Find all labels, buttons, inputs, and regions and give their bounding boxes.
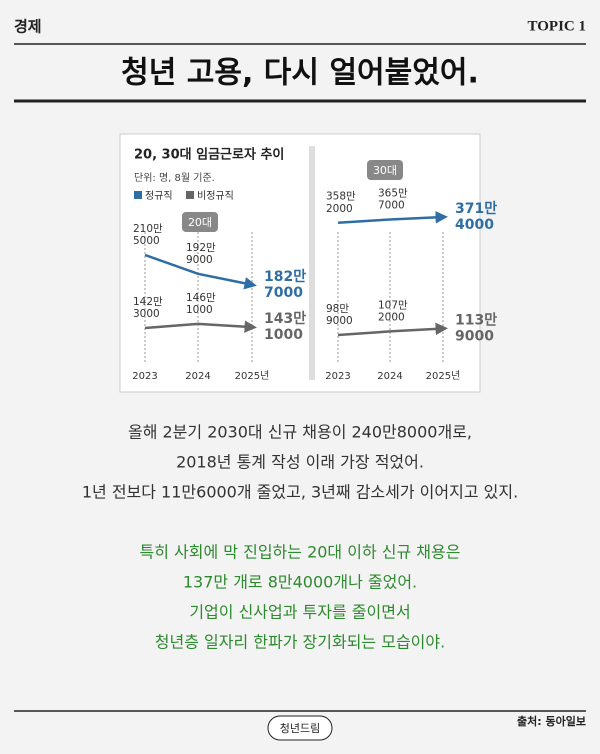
source: 출처: 동아일보	[517, 714, 586, 728]
panel-title: 30대	[373, 164, 397, 177]
value-label: 142만 3000	[133, 296, 163, 320]
legend-swatch	[186, 191, 194, 199]
highlight-text: 기업이 신사업과 투자를 줄이면서	[189, 603, 410, 622]
legend-label: 비정규직	[197, 190, 234, 202]
title: 청년 고용, 다시 얼어붙었어.	[121, 56, 479, 91]
x-tick-label: 2023	[325, 371, 350, 382]
value-label: 371만 4000	[455, 201, 497, 233]
value-label: 210만 5000	[133, 223, 163, 247]
chart-title: 20, 30대 임금근로자 추이	[134, 147, 284, 163]
x-tick-label: 2025년	[426, 370, 461, 382]
x-tick-label: 2025년	[235, 370, 270, 382]
highlight-text: 특히 사회에 막 진입하는 20대 이하 신규 채용은	[140, 543, 461, 562]
body-text: 1년 전보다 11만6000개 줄었고, 3년째 감소세가 이어지고 있지.	[82, 483, 518, 502]
series-line	[337, 322, 448, 337]
x-tick-label: 2023	[132, 371, 157, 382]
value-label: 182만 7000	[264, 269, 306, 301]
legend-label: 정규직	[145, 190, 173, 202]
highlight-text: 137만 개로 8만4000개나 줄었어.	[183, 573, 417, 592]
chart-box	[119, 133, 481, 393]
chart-unit: 단위: 명, 8월 기준.	[134, 171, 215, 184]
body-text: 올해 2분기 2030대 신규 채용이 240만8000개로,	[128, 423, 472, 442]
series-line	[144, 253, 257, 290]
brand-pill	[267, 715, 333, 741]
x-tick-label: 2024	[185, 371, 210, 382]
value-label: 192만 9000	[186, 242, 216, 266]
legend-swatch	[134, 191, 142, 199]
value-label: 143만 1000	[264, 311, 306, 343]
panel-tag	[182, 212, 218, 232]
highlight-text: 청년층 일자리 한파가 장기화되는 모습이야.	[155, 633, 445, 652]
topic: TOPIC 1	[528, 18, 586, 34]
body-text: 2018년 통계 작성 이래 가장 적었어.	[176, 453, 424, 472]
divider	[309, 146, 315, 380]
value-label: 365만 7000	[378, 187, 408, 211]
brand: 청년드림	[280, 722, 320, 735]
value-label: 358만 2000	[326, 191, 356, 215]
series-line	[144, 320, 257, 333]
series-line	[337, 211, 448, 224]
value-label: 107만 2000	[378, 299, 408, 323]
section: 경제	[14, 18, 42, 36]
value-label: 98만 9000	[326, 303, 353, 327]
panel-tag	[367, 160, 403, 180]
panel-title: 20대	[188, 216, 212, 229]
value-label: 146만 1000	[186, 292, 216, 316]
x-tick-label: 2024	[377, 371, 402, 382]
value-label: 113만 9000	[455, 313, 497, 345]
